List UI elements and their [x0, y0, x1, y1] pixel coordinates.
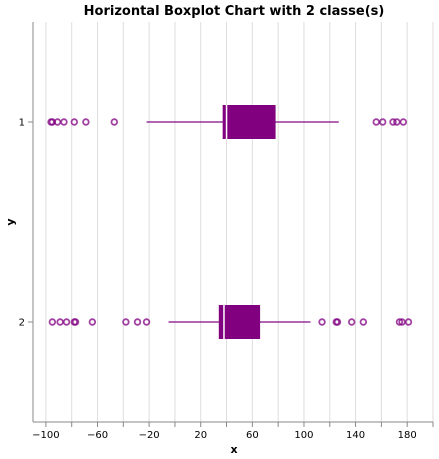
- y-axis-title: y: [4, 218, 17, 225]
- x-axis-ticks: −100 −60 −20 20 60 100 140 180: [32, 422, 434, 441]
- outlier-point: [122, 318, 130, 326]
- outlier-point: [71, 318, 80, 326]
- x-tick-label: 180: [398, 430, 417, 441]
- outlier-point: [359, 318, 368, 326]
- outlier-point: [48, 318, 57, 326]
- x-tick-label: −20: [139, 430, 160, 441]
- x-tick-label: 100: [294, 430, 313, 441]
- outlier-point: [53, 118, 62, 126]
- x-axis-title: x: [230, 443, 237, 456]
- x-tick-label: −60: [87, 430, 108, 441]
- grid-lines: [45, 22, 434, 422]
- y-axis-ticks: 12: [19, 118, 33, 329]
- axes: [32, 22, 433, 423]
- outlier-point: [142, 318, 151, 326]
- outlier-point: [378, 118, 387, 126]
- box: [218, 305, 261, 339]
- outlier-point: [389, 118, 397, 126]
- outlier-point: [82, 118, 90, 126]
- x-tick-label: −100: [32, 430, 59, 441]
- x-tick-label: 20: [194, 430, 207, 441]
- box-group: [48, 305, 413, 339]
- outlier-point: [110, 118, 118, 126]
- outlier-point: [399, 118, 408, 126]
- box: [222, 105, 276, 139]
- x-tick-label: 60: [246, 430, 259, 441]
- box-group: [47, 105, 408, 139]
- x-tick-label: 140: [346, 430, 365, 441]
- chart-title: Horizontal Boxplot Chart with 2 classe(s…: [84, 4, 385, 19]
- outlier-point: [393, 118, 401, 126]
- box-series: [47, 105, 413, 339]
- outlier-point: [395, 318, 404, 326]
- outlier-point: [60, 118, 68, 126]
- outlier-point: [404, 318, 413, 326]
- outlier-point: [62, 318, 71, 326]
- y-tick-label: 2: [19, 318, 25, 329]
- outlier-point: [88, 318, 97, 326]
- outlier-point: [133, 318, 142, 326]
- outlier-point: [318, 318, 326, 326]
- outlier-point: [70, 118, 78, 126]
- outlier-point: [348, 318, 356, 326]
- outlier-point: [372, 118, 380, 126]
- y-tick-label: 1: [19, 118, 25, 129]
- outlier-point: [56, 318, 64, 326]
- outlier-point: [333, 318, 342, 326]
